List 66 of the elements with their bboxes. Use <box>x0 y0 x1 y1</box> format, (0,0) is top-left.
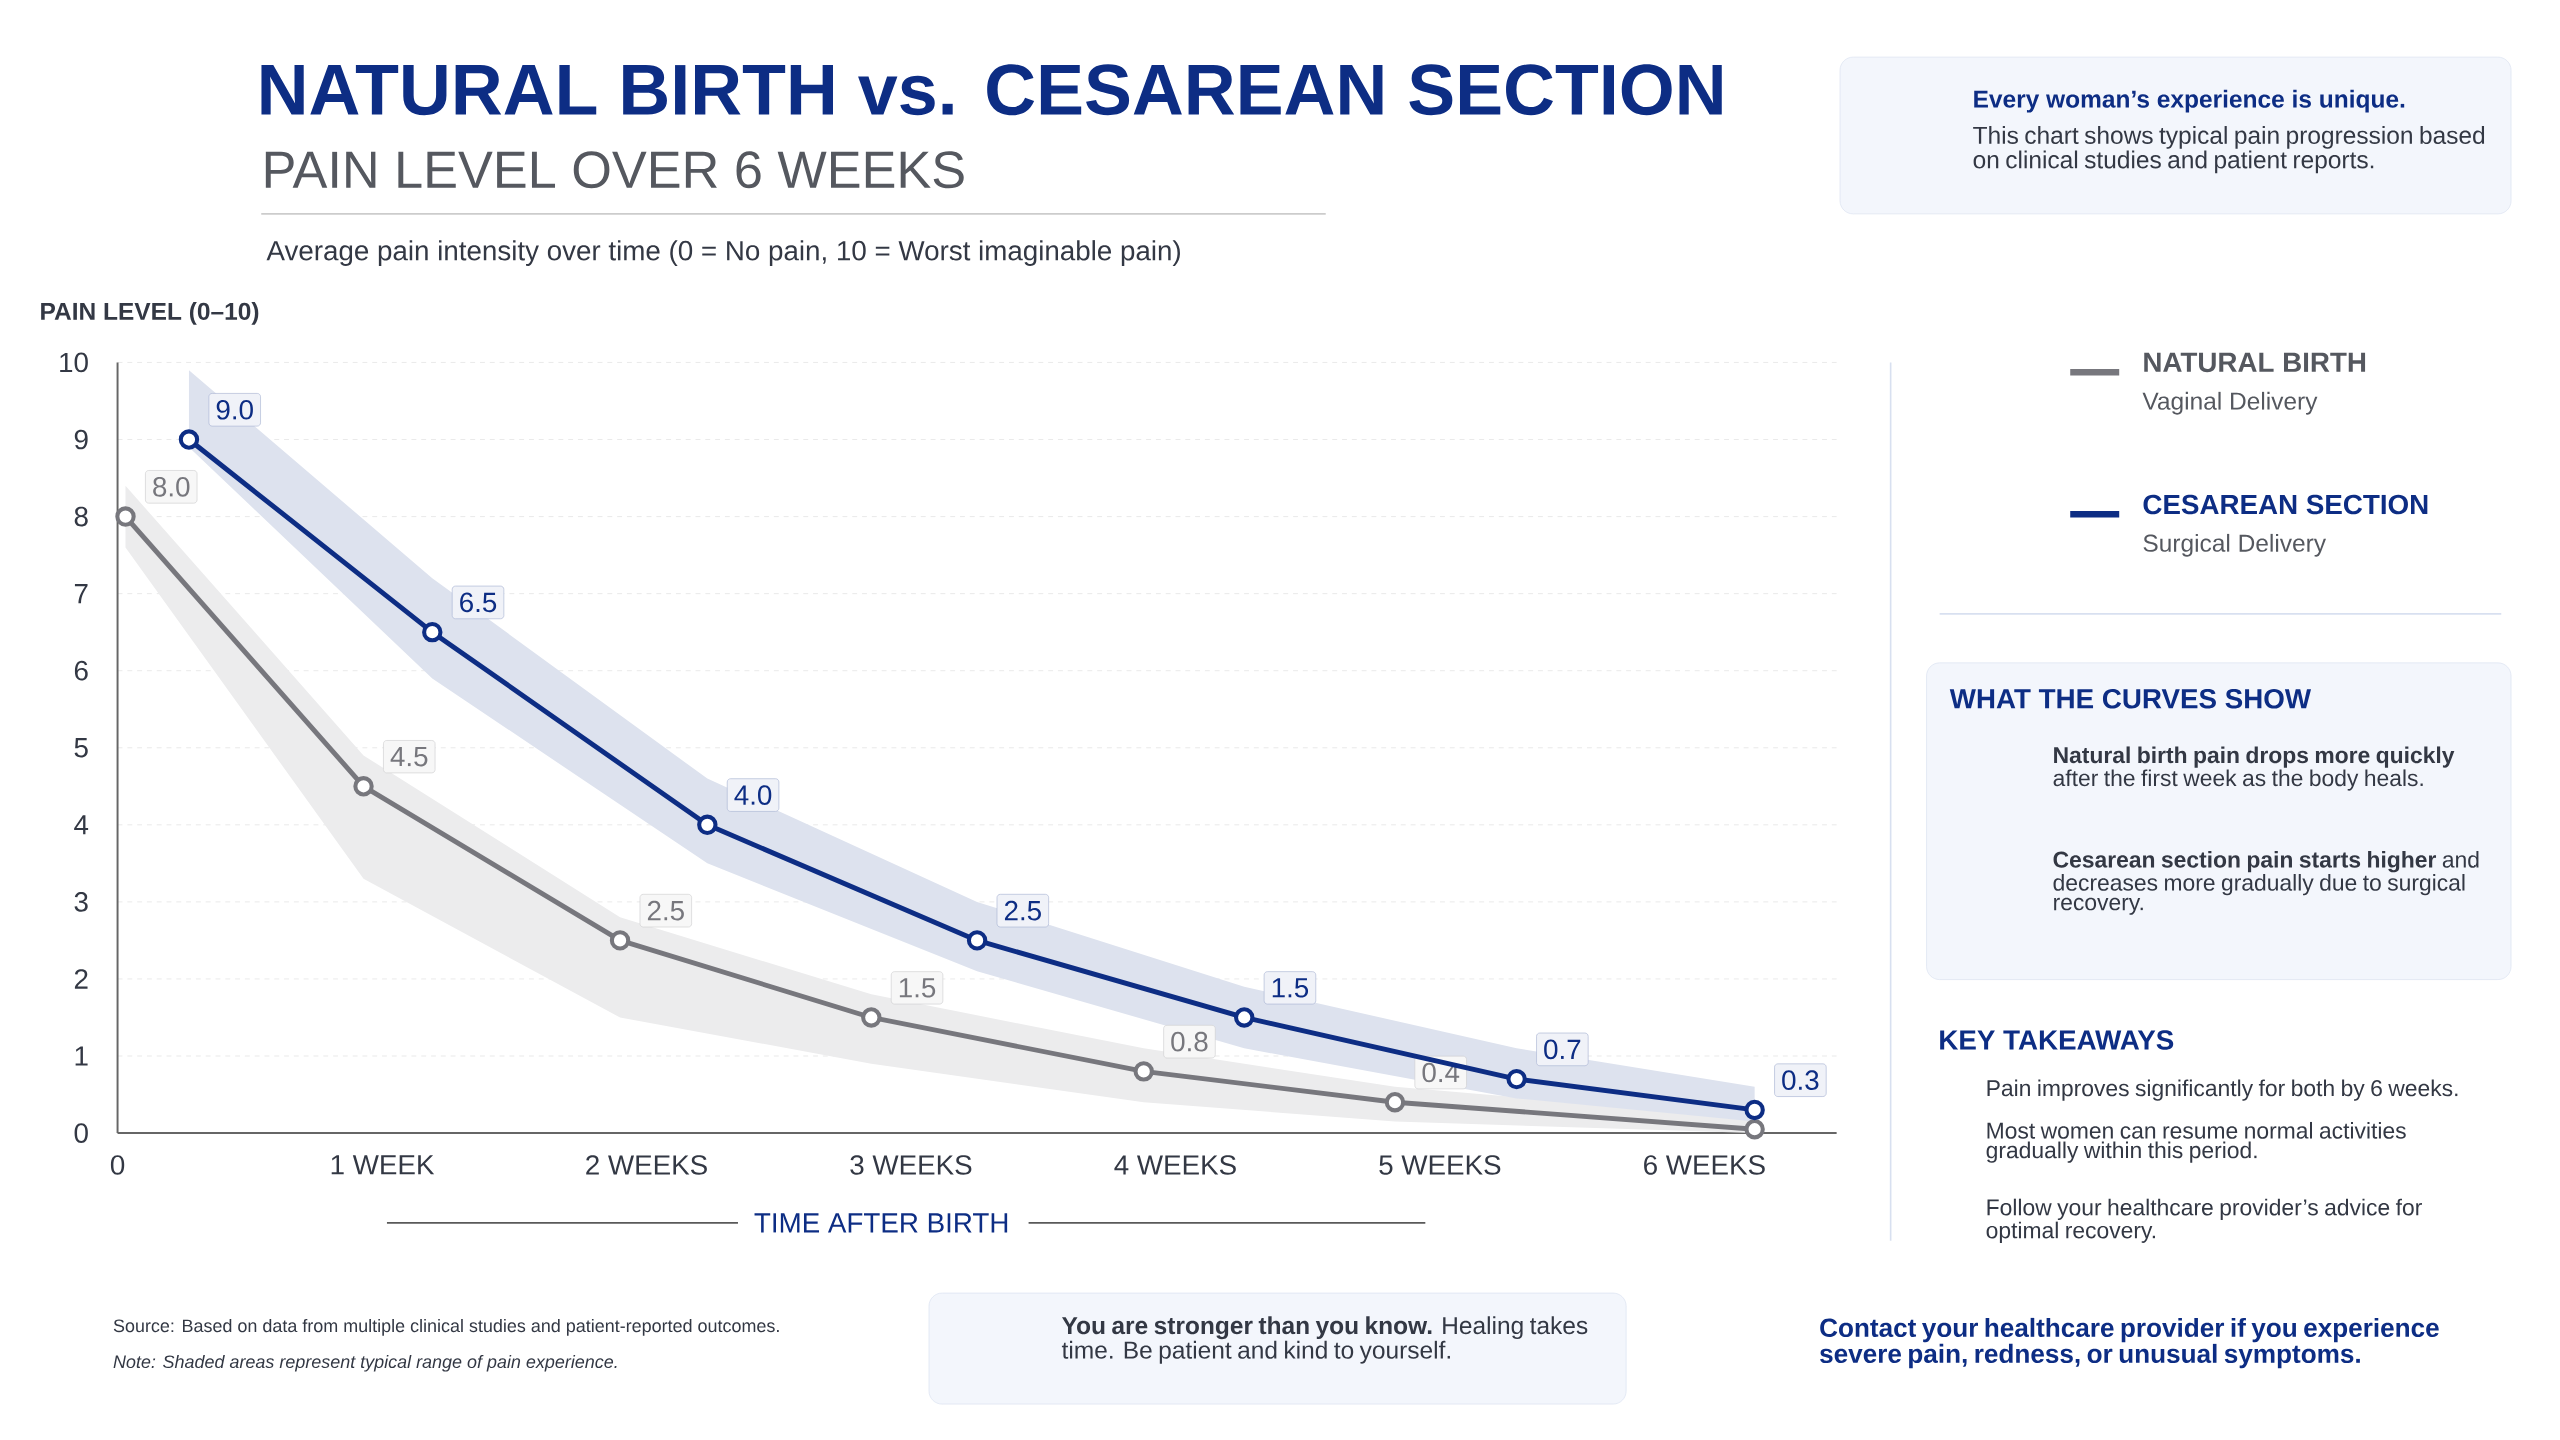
point <box>861 1007 882 1028</box>
point <box>1234 1007 1255 1028</box>
text: Contact your healthcare provider if you experience severe pain, redness, or unusual symptoms. <box>1820 1317 2439 1369</box>
text: Natural birth pain drops more quickly after the first week as the body heals. <box>2053 746 2455 791</box>
text: Pain improves significantly for both by 6 weeks. <box>1987 1079 2458 1101</box>
data-label: 4.0 <box>734 785 772 805</box>
text: Note: Shaded areas represent typical range of pain experience. <box>113 1354 617 1372</box>
y-tick-label: 8 <box>74 506 88 527</box>
point <box>1506 1068 1527 1090</box>
legend-label: NATURAL BIRTH <box>2144 352 2366 373</box>
text: Cesarean section pain starts higher and decreases more gradually due to surgical recovery. <box>2053 850 2479 915</box>
point <box>353 776 374 797</box>
text: Follow your healthcare provider’s advice for optimal recovery. <box>1986 1198 2422 1243</box>
y-tick-label: 10 <box>60 352 88 373</box>
data-label: 9.0 <box>216 399 253 420</box>
x-tick-label: 4 WEEKS <box>1114 1155 1236 1175</box>
text: You are stronger than you know. Healing takes time. Be patient and kind to yourself. <box>1061 1316 1588 1364</box>
chart-subtitle: PAIN LEVEL OVER 6 WEEKS <box>265 151 964 189</box>
text: Vaginal Delivery <box>2142 391 2318 415</box>
point <box>697 814 718 836</box>
y-tick-label: 7 <box>74 584 88 604</box>
y-tick-label: 9 <box>74 429 88 450</box>
y-tick-label: 5 <box>74 738 88 758</box>
text: This chart shows typical pain progression based on clinical studies and patient reports. <box>1973 126 2485 174</box>
data-label: 4.5 <box>390 746 428 767</box>
text: WHAT THE CURVES SHOW <box>1949 688 2312 709</box>
point <box>1744 1119 1765 1140</box>
point <box>1133 1061 1154 1082</box>
x-axis-title: TIME AFTER BIRTH <box>754 1213 1008 1233</box>
x-tick-label: 2 WEEKS <box>586 1155 707 1175</box>
point <box>966 930 988 951</box>
data-label: 1.5 <box>1272 978 1309 998</box>
x-tick-label: 1 WEEK <box>331 1155 435 1175</box>
chart-title: NATURAL BIRTH vs. CESAREAN SECTION <box>261 64 1722 116</box>
text: KEY TAKEAWAYS <box>1940 1030 2174 1050</box>
data-label: 2.5 <box>647 900 684 921</box>
text: Every woman’s experience is unique. <box>1974 89 2405 113</box>
x-tick-label: 3 WEEKS <box>850 1155 972 1175</box>
legend-label: CESAREAN SECTION <box>2143 494 2428 515</box>
y-tick-label: 0 <box>74 1123 88 1143</box>
x-tick-label: 6 WEEKS <box>1644 1155 1765 1175</box>
data-label: 1.5 <box>899 978 936 998</box>
x-tick-label: 0 <box>110 1155 125 1175</box>
point <box>422 621 443 643</box>
point <box>178 429 200 450</box>
x-tick-label: 5 WEEKS <box>1379 1155 1501 1175</box>
data-label: 2.5 <box>1004 900 1041 921</box>
y-tick-label: 1 <box>75 1046 88 1066</box>
y-tick-label: 4 <box>74 815 89 835</box>
data-label: 0.3 <box>1782 1070 1819 1091</box>
y-tick-label: 6 <box>74 660 88 681</box>
y-tick-label: 2 <box>74 969 88 989</box>
text: Most women can resume normal activities gradually within this period. <box>1986 1121 2406 1163</box>
data-label: 0.8 <box>1171 1031 1208 1052</box>
data-label: 8.0 <box>153 477 190 497</box>
point <box>1384 1092 1406 1113</box>
point <box>609 930 631 951</box>
data-label: 6.5 <box>460 592 497 613</box>
point <box>115 506 136 527</box>
data-label: 0.7 <box>1544 1039 1581 1060</box>
text: Surgical Delivery <box>2143 533 2327 557</box>
text: Average pain intensity over time (0 = No pain, 10 = Worst imaginable pain) <box>266 240 1180 266</box>
y-tick-label: 3 <box>74 892 88 912</box>
y-axis-title: PAIN LEVEL (0–10) <box>41 302 259 325</box>
source-note: Source: Based on data from multiple clinical studies and patient-reported outcomes. <box>113 1318 779 1336</box>
point <box>1744 1099 1765 1121</box>
